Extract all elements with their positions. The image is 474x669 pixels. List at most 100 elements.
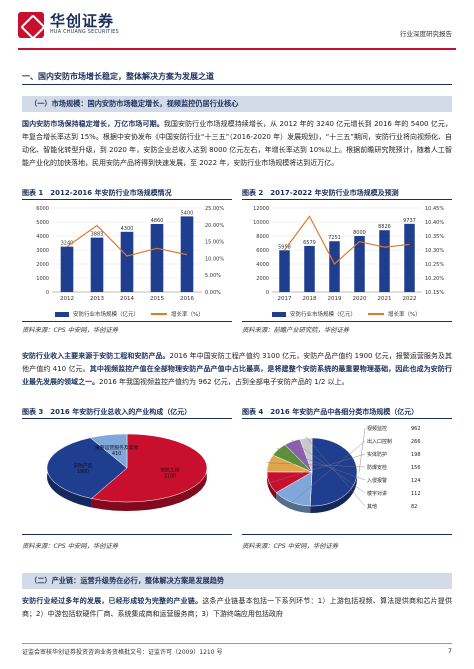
header-divider <box>18 48 456 50</box>
figure-1-title-rule <box>22 199 232 200</box>
pie-slice-value: 410 <box>112 451 121 457</box>
pie-slice-label: 出入口控制 <box>367 438 392 445</box>
section-divider <box>22 84 452 85</box>
x-tick-label: 2022 <box>403 296 417 302</box>
legend-swatch-bar <box>272 311 286 317</box>
paragraph-body: 我国安防行业市场规模持续增长，从 2012 年的 3240 亿元增长到 2016… <box>22 120 452 167</box>
x-tick-label: 2020 <box>353 296 367 302</box>
y2-tick-label: 10.15% <box>425 290 444 296</box>
y-tick-label: 2000 <box>36 262 49 268</box>
paragraph-lead: 安防行业经过多年的发展，已经形成较为完整的产业链。 <box>22 597 203 605</box>
x-tick-label: 2015 <box>150 296 164 302</box>
leader-line <box>358 427 366 473</box>
y-tick-label: 3000 <box>36 248 49 254</box>
footer-divider <box>22 643 452 644</box>
y2-tick-label: 10.00% <box>205 256 224 262</box>
pie-slice-label: 防爆安检 <box>367 464 387 471</box>
paragraph-lead: 国内安防市场保持稳定增长，万亿市场可期。 <box>22 120 164 128</box>
bar-value-label: 4860 <box>151 218 164 224</box>
figure-3-source: 资料来源：CPS 中安网，华创证券 <box>22 543 119 550</box>
y2-tick-label: 10.35% <box>425 234 444 240</box>
bar-value-label: 8826 <box>378 224 391 230</box>
leader-line <box>291 439 366 494</box>
legend-swatch-line <box>368 313 385 315</box>
company-name: 华创证券 <box>50 12 115 30</box>
subsection-1-heading: （一）市场规模：国内安防市场稳定增长，视频监控仍居行业核心 <box>22 96 452 112</box>
bar-value-label: 9737 <box>403 218 416 224</box>
company-logo-icon <box>18 12 44 38</box>
pie-slice-label: 楼宇对讲 <box>367 490 387 497</box>
figure-2-title-rule <box>242 199 452 200</box>
bar <box>150 223 164 292</box>
growth-rate-line <box>66 224 188 257</box>
y-tick-label: 4000 <box>36 234 49 240</box>
bar-value-label: 7251 <box>328 235 341 241</box>
x-tick-label: 2018 <box>303 296 317 302</box>
company-name-en: HUA CHUANG SECURITIES <box>50 30 119 35</box>
pie-slice-side <box>267 471 277 500</box>
x-tick-label: 2013 <box>90 296 104 302</box>
bar <box>279 250 290 292</box>
figure-4-title: 图表 4 2016 年安防产品中各细分类市场规模（亿元） <box>242 408 419 416</box>
x-tick-label: 2016 <box>180 296 194 302</box>
pie-slice-value: 156 <box>411 465 421 471</box>
chart-2-legend: 安防行业市场规模（亿元） 增长率（%） <box>272 310 421 318</box>
market-size-2017-2022-chart: 0 2000 4000 6000 8000 10000 12000 10.15% 10.20% 1… <box>253 206 444 302</box>
paragraph-revenue-sources: 安防行业收入主要来源于安防工程和安防产品。2016 年中国安防工程产值约 310… <box>22 350 452 389</box>
figure-1-source: 资料来源：CPS 中安网，华创证券 <box>22 327 119 334</box>
y-tick-label: 1000 <box>36 276 49 282</box>
y2-tick-label: 10.30% <box>425 248 444 254</box>
legend-label-growth: 增长率（%） <box>388 312 421 318</box>
bar-value-label: 8000 <box>353 230 366 236</box>
pie-slice-label: 视频监控 <box>367 425 387 432</box>
y-tick-label: 10000 <box>253 220 269 226</box>
y2-tick-label: 5.00% <box>205 273 221 279</box>
bar <box>90 237 104 292</box>
y-tick-label: 8000 <box>256 234 269 240</box>
figure-2-source: 资料来源：前瞻产业研究院，华创证券 <box>242 327 350 334</box>
chart-1-legend: 安防行业市场规模（亿元） 增长率（%） <box>55 310 204 318</box>
subsection-2-title: （二）产业链：运营升级势在必行，整体解决方案是发展趋势 <box>30 576 225 585</box>
pie-slice-side <box>276 492 311 513</box>
pie-slice-value: 1900 <box>77 469 89 475</box>
legend-label-growth: 增长率（%） <box>171 312 204 318</box>
figure-3-title: 图表 3 2016 年安防行业总收入的产业构成（亿元） <box>22 408 192 416</box>
figure-1-title: 图表 1 2012-2016 年安防行业市场规模情况 <box>22 189 172 197</box>
figure-1-bottom-rule <box>22 321 232 322</box>
paragraph-industry-chain: 安防行业经过多年的发展，已经形成较为完整的产业链。这条产业链基本包括一下系列环节… <box>22 595 452 621</box>
y-tick-label: 12000 <box>253 206 269 212</box>
legend-label-scale: 安防行业市场规模（亿元） <box>290 312 357 318</box>
pie-slice <box>309 437 358 507</box>
figure-3-bottom-rule <box>22 534 232 535</box>
legend-swatch-bar <box>55 311 69 317</box>
leader-line <box>290 440 366 505</box>
pie-slice-value: 82 <box>411 504 417 510</box>
legend-label-scale: 安防行业市场规模（亿元） <box>73 312 140 318</box>
y-tick-label: 6000 <box>36 206 49 212</box>
pie-slice-value: 3100 <box>164 473 176 479</box>
bar-value-label: 4300 <box>121 226 134 232</box>
bar-value-label: 6579 <box>303 240 316 246</box>
pie-slice-label: 实体防护 <box>367 451 387 458</box>
section-title: 一、国内安防市场增长稳定，整体解决方案为发展之道 <box>22 72 214 81</box>
pie-slice-label: 其他 <box>367 503 377 510</box>
y-tick-label: 2000 <box>256 276 269 282</box>
y2-tick-label: 25.00% <box>205 206 224 212</box>
bar <box>329 241 340 292</box>
pie-slice-label: 安防工程 <box>160 466 179 473</box>
y2-tick-label: 10.45% <box>425 206 444 212</box>
y2-tick-label: 10.40% <box>425 220 444 226</box>
bar <box>304 245 315 292</box>
market-size-2012-2016-chart: 0 1000 2000 3000 4000 5000 6000 0.00% 5.00% 10.00… <box>36 206 224 302</box>
figure-4-title-rule <box>242 418 452 419</box>
pie-slice-value: 962 <box>411 426 421 432</box>
legend-swatch-line <box>151 313 168 315</box>
y-tick-label: 0 <box>266 290 269 296</box>
figure-4-bottom-rule <box>242 534 452 535</box>
y2-tick-label: 15.00% <box>205 240 224 246</box>
leader-line <box>267 453 366 484</box>
subsection-1-title: （一）市场规模：国内安防市场稳定增长，视频监控仍居行业核心 <box>30 99 239 108</box>
report-header: 华创证券 HUA CHUANG SECURITIES 行业深度研究报告 <box>0 0 474 52</box>
subsection-2-heading: （二）产业链：运营升级势在必行，整体解决方案是发展趋势 <box>22 573 452 589</box>
